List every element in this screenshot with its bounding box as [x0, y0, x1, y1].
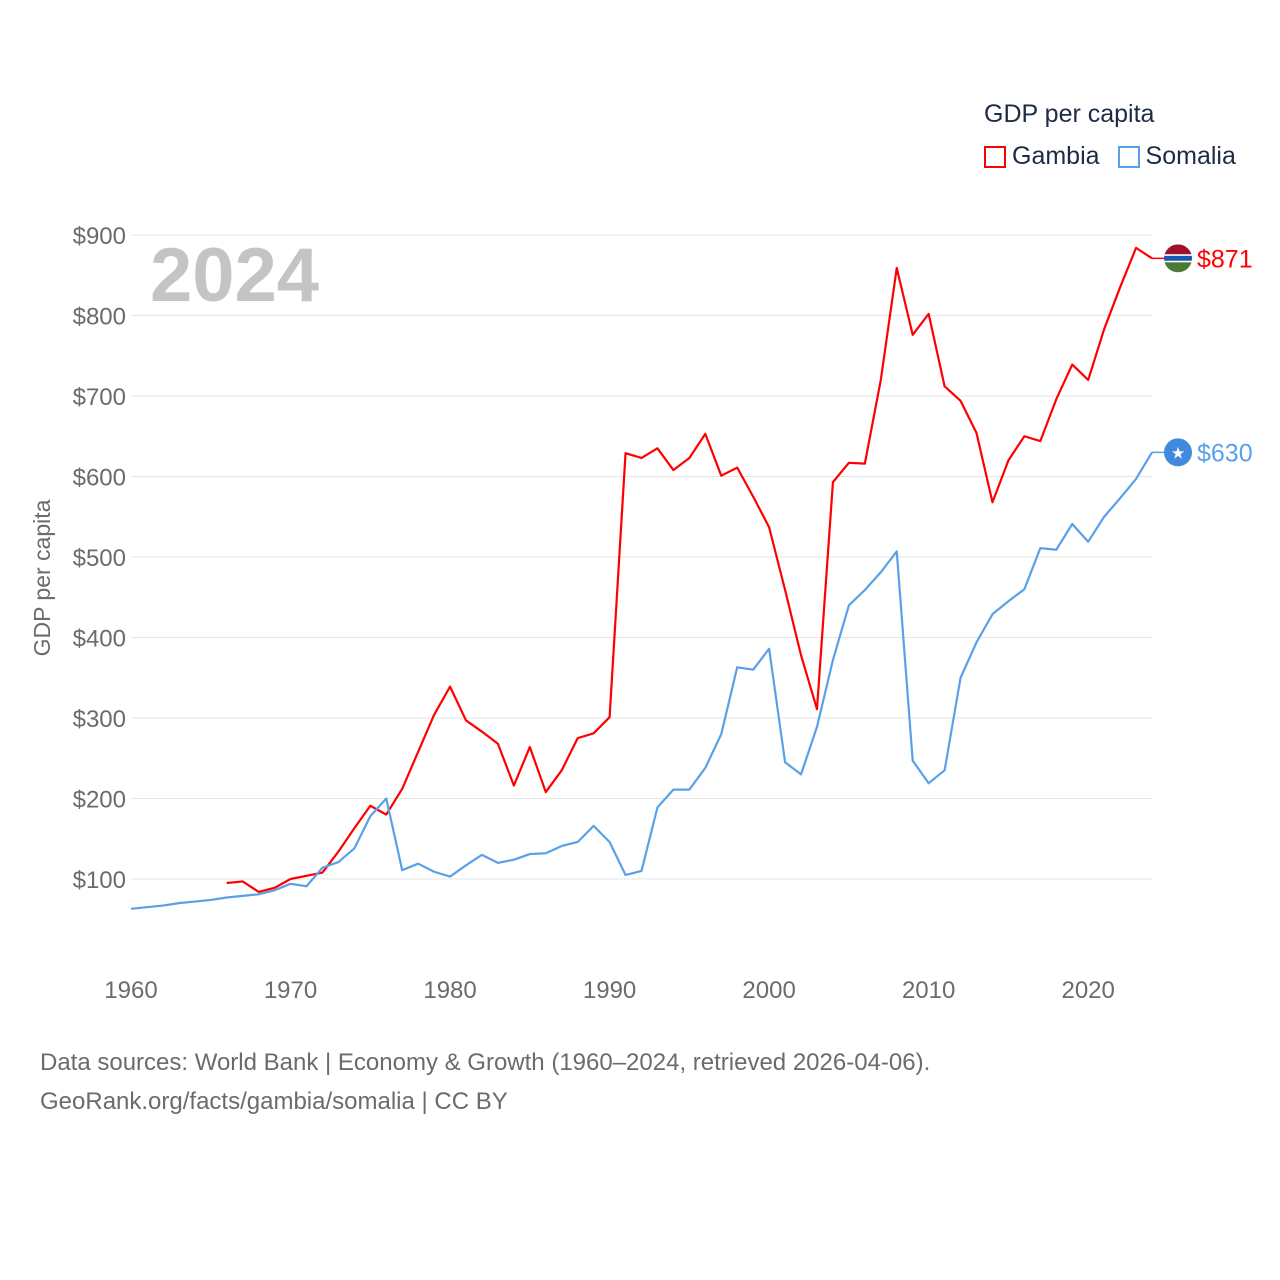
x-tick-label: 1980 — [423, 977, 476, 1004]
year-label: 2024 — [150, 233, 319, 318]
legend-item-somalia[interactable]: Somalia — [1117, 142, 1236, 171]
legend-swatch-somalia — [1117, 145, 1140, 168]
y-axis-label: GDP per capita — [29, 499, 55, 656]
flag-stripe — [1164, 244, 1192, 255]
y-tick-label: $800 — [73, 304, 126, 331]
x-tick-label: 1990 — [583, 977, 636, 1004]
footer: Data sources: World Bank | Economy & Gro… — [40, 1043, 930, 1121]
y-tick-label: $900 — [73, 223, 126, 250]
end-value-label-gambia: $871 — [1197, 245, 1253, 273]
flag-stripe — [1164, 262, 1192, 273]
y-tick-label: $500 — [73, 545, 126, 572]
y-tick-label: $700 — [73, 384, 126, 411]
flag-stripe — [1164, 254, 1192, 256]
legend: Gambia Somalia — [984, 142, 1236, 171]
y-tick-label: $600 — [73, 465, 126, 492]
gambia-flag-icon — [1164, 244, 1192, 273]
series-line-somalia — [130, 451, 1153, 910]
legend-swatch-gambia — [984, 145, 1006, 168]
x-tick-label: 1970 — [264, 977, 317, 1004]
x-tick-label: 2020 — [1061, 977, 1114, 1004]
legend-title: GDP per capita — [984, 100, 1155, 128]
footer-attribution[interactable]: GeoRank.org/facts/gambia/somalia | CC BY — [40, 1088, 508, 1115]
x-tick-label: 2010 — [902, 977, 955, 1004]
legend-label: Somalia — [1145, 142, 1236, 170]
flag-stripe — [1164, 255, 1192, 261]
y-tick-label: $200 — [73, 787, 126, 814]
end-value-label-somalia: $630 — [1197, 439, 1253, 467]
flag-stripe — [1164, 260, 1192, 263]
legend-label: Gambia — [1012, 142, 1100, 170]
footer-sources: Data sources: World Bank | Economy & Gro… — [40, 1049, 931, 1076]
somalia-flag-icon — [1164, 438, 1192, 467]
x-tick-label: 1960 — [104, 977, 157, 1004]
y-tick-label: $300 — [73, 706, 126, 733]
series-line-gambia — [226, 246, 1153, 893]
star-icon: ★ — [1171, 445, 1185, 462]
legend-item-gambia[interactable]: Gambia — [984, 142, 1100, 171]
x-tick-label: 2000 — [742, 977, 795, 1004]
y-tick-label: $100 — [73, 867, 126, 894]
y-tick-label: $400 — [73, 626, 126, 653]
